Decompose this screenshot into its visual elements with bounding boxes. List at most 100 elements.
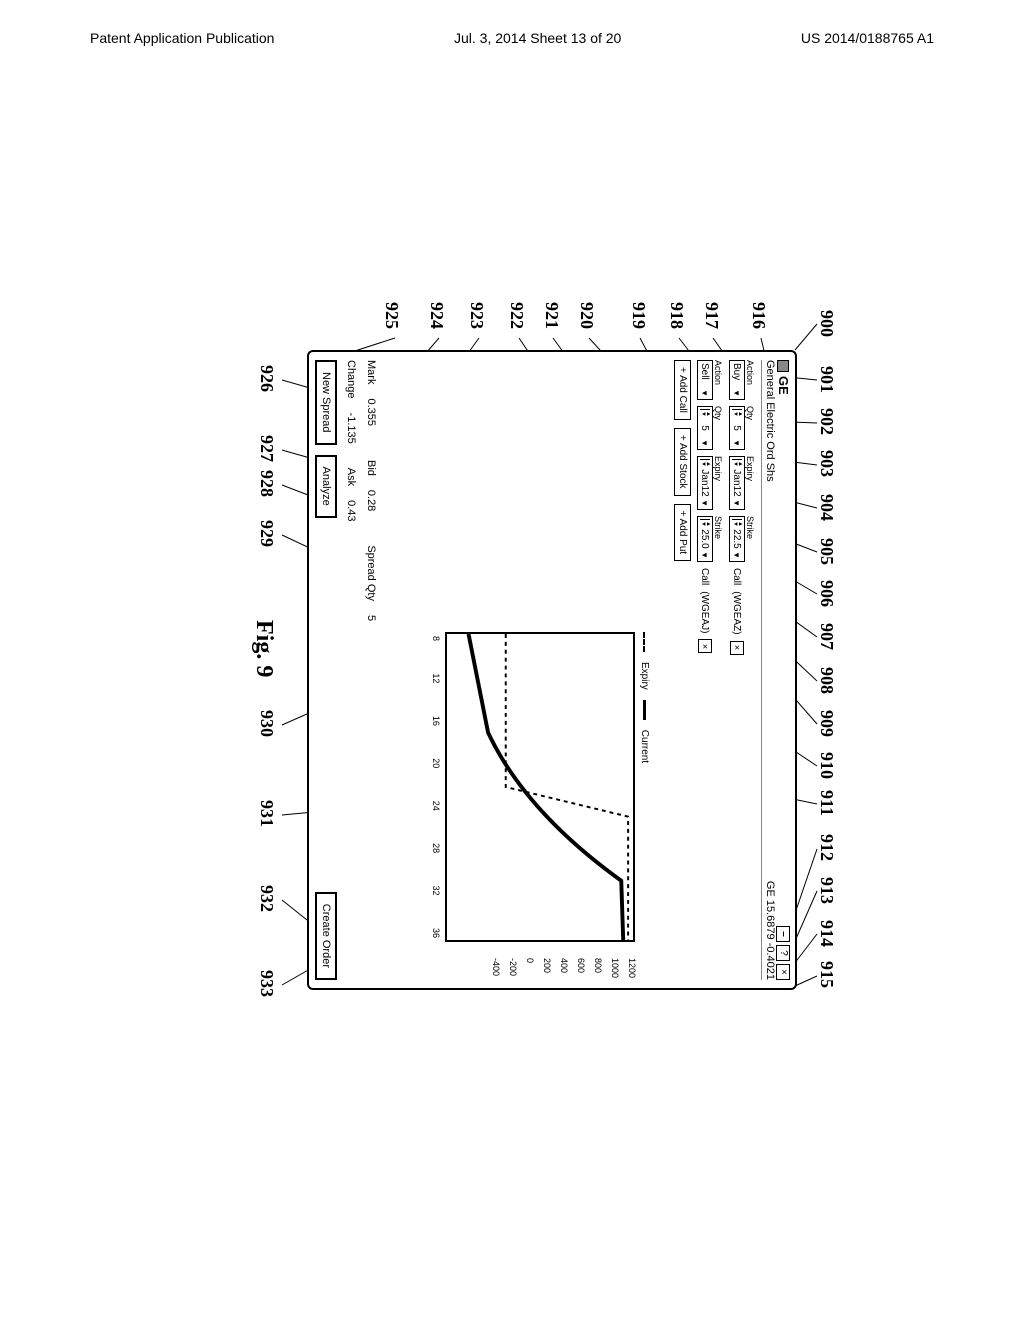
change-value: -1.135 (345, 413, 357, 444)
label-action: Action (745, 360, 755, 400)
expiry-select[interactable]: ▲▼Jan12▼ (697, 456, 713, 510)
label-strike: Strike (745, 516, 755, 562)
callout-905: 905 (816, 538, 837, 565)
add-put-button[interactable]: + Add Put (674, 504, 691, 562)
minimize-button[interactable]: ⎯ (777, 926, 791, 942)
option-code: (WGEAZ) (732, 591, 743, 634)
change-label: Change (345, 360, 357, 399)
callout-929: 929 (256, 520, 277, 547)
callout-918: 918 (666, 302, 687, 329)
callout-912: 912 (816, 834, 837, 861)
callout-926: 926 (256, 365, 277, 392)
strike-select[interactable]: ▲▼25.0▼ (697, 516, 713, 562)
legend-current: Current (639, 730, 650, 763)
option-code: (WGEAJ) (700, 591, 711, 633)
strike-select[interactable]: ▲▼22.5▼ (729, 516, 745, 562)
callout-903: 903 (816, 450, 837, 477)
spread-builder-window: GE ⎯ ? × General Electric Ord Shs GE 15.… (307, 350, 797, 990)
callout-923: 923 (466, 302, 487, 329)
label-action: Action (713, 360, 723, 400)
action-select[interactable]: Buy▼ (729, 360, 745, 400)
summary-row-1: Mark 0.355 Bid 0.28 Spread Qty 5 (365, 360, 377, 621)
callout-920: 920 (576, 302, 597, 329)
callout-919: 919 (628, 302, 649, 329)
legend-swatch-expiry (644, 632, 646, 652)
legend-expiry: Expiry (639, 662, 650, 690)
window-titlebar: GE ⎯ ? × (776, 360, 791, 980)
mark-label: Mark (365, 360, 377, 384)
label-expiry: Expiry (713, 456, 723, 510)
chart-x-axis: 8 12 16 20 24 28 32 36 (431, 634, 441, 940)
add-call-button[interactable]: + Add Call (674, 360, 691, 420)
callout-927: 927 (256, 435, 277, 462)
action-select[interactable]: Sell▼ (697, 360, 713, 400)
spread-qty-value: 5 (365, 615, 377, 621)
label-expiry: Expiry (745, 456, 755, 510)
option-type: Call (700, 568, 711, 585)
remove-leg-button[interactable]: × (698, 639, 712, 653)
callout-931: 931 (256, 800, 277, 827)
callout-910: 910 (816, 752, 837, 779)
callout-914: 914 (816, 920, 837, 947)
callout-930: 930 (256, 710, 277, 737)
callout-902: 902 (816, 408, 837, 435)
header-left: Patent Application Publication (90, 30, 274, 46)
callout-933: 933 (256, 970, 277, 997)
company-name: General Electric Ord Shs (764, 360, 776, 482)
callout-907: 907 (816, 623, 837, 650)
analyze-button[interactable]: Analyze (315, 455, 337, 518)
callout-909: 909 (816, 710, 837, 737)
callout-917: 917 (701, 302, 722, 329)
bid-label: Bid (365, 460, 377, 476)
figure-9-container: 900 901 902 903 904 905 906 907 908 909 … (50, 120, 974, 1220)
leg-row: Action Qty Expiry Strike Sell▼ ▲▼5▼ ▲▼Ja… (697, 360, 723, 980)
add-stock-button[interactable]: + Add Stock (674, 428, 691, 496)
chart-y-axis: 1200 1000 800 600 400 200 0 -200 -400 (491, 958, 637, 978)
close-button[interactable]: × (777, 964, 791, 980)
rotated-figure: 900 901 902 903 904 905 906 907 908 909 … (177, 260, 847, 1080)
current-curve (469, 634, 624, 940)
option-type: Call (732, 568, 743, 585)
callout-916: 916 (748, 302, 769, 329)
expiry-select[interactable]: ▲▼Jan12▼ (729, 456, 745, 510)
legend-swatch-current (643, 700, 646, 720)
callout-913: 913 (816, 877, 837, 904)
legs-container: Action Qty Expiry Strike Buy▼ ▲▼5▼ ▲▼Jan… (697, 360, 755, 980)
callout-921: 921 (541, 302, 562, 329)
callout-911: 911 (816, 790, 837, 816)
callout-901: 901 (816, 366, 837, 393)
remove-leg-button[interactable]: × (730, 641, 744, 655)
header-right: US 2014/0188765 A1 (801, 30, 934, 46)
app-logo-icon (778, 360, 790, 372)
spread-qty-label: Spread Qty (365, 545, 377, 601)
callout-925: 925 (381, 302, 402, 329)
summary-row-2: Change -1.135 Ask 0.43 (345, 360, 357, 522)
new-spread-button[interactable]: New Spread (315, 360, 337, 445)
callout-928: 928 (256, 470, 277, 497)
label-qty: Qty (745, 406, 755, 450)
ask-value: 0.43 (345, 500, 357, 521)
callout-904: 904 (816, 494, 837, 521)
callout-906: 906 (816, 580, 837, 607)
qty-stepper[interactable]: ▲▼5▼ (729, 406, 745, 450)
figure-caption: Fig. 9 (250, 620, 277, 677)
payoff-chart: Expiry Current 1200 1000 800 600 400 (415, 632, 650, 972)
ticker-symbol: GE (776, 376, 791, 395)
callout-924: 924 (426, 302, 447, 329)
callout-922: 922 (506, 302, 527, 329)
label-qty: Qty (713, 406, 723, 450)
live-quote: GE 15.6879 -0.4021 (764, 881, 776, 980)
bid-value: 0.28 (365, 490, 377, 511)
callout-908: 908 (816, 667, 837, 694)
header-center: Jul. 3, 2014 Sheet 13 of 20 (454, 30, 621, 46)
callout-900: 900 (816, 310, 837, 337)
create-order-button[interactable]: Create Order (315, 892, 337, 980)
mark-value: 0.355 (365, 398, 377, 426)
label-strike: Strike (713, 516, 723, 562)
help-button[interactable]: ? (777, 945, 791, 961)
leg-row: Action Qty Expiry Strike Buy▼ ▲▼5▼ ▲▼Jan… (729, 360, 755, 980)
qty-stepper[interactable]: ▲▼5▼ (697, 406, 713, 450)
chart-plot-area: 1200 1000 800 600 400 200 0 -200 -400 8 … (445, 632, 635, 942)
ask-label: Ask (345, 468, 357, 486)
expiry-curve (506, 634, 628, 940)
